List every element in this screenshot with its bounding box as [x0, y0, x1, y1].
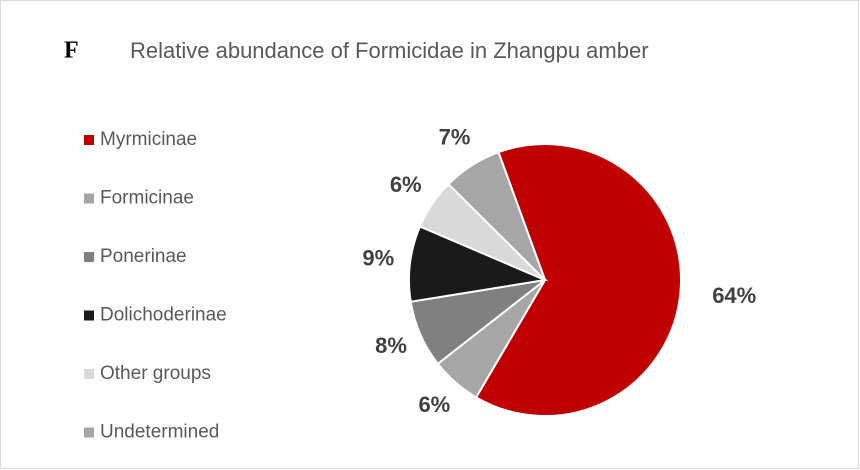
pie-slice — [474, 143, 682, 417]
data-label: 8% — [375, 333, 407, 358]
panel-label: F — [64, 38, 79, 64]
legend-swatch — [84, 252, 94, 262]
chart-title: Relative abundance of Formicidae in Zhan… — [130, 38, 649, 63]
data-label: 6% — [418, 392, 450, 417]
legend-swatch — [84, 135, 94, 145]
legend-swatch — [84, 369, 94, 379]
legend-label: Other groups — [100, 363, 211, 384]
legend-swatch — [84, 427, 94, 438]
legend-label: Undetermined — [100, 422, 219, 443]
legend-swatch — [84, 193, 94, 204]
pie-slice — [447, 150, 546, 281]
data-label: 6% — [390, 172, 422, 197]
data-label: 7% — [439, 124, 471, 149]
data-label: 9% — [362, 245, 394, 270]
legend-label: Formicinae — [100, 188, 194, 209]
legend-label: Ponerinae — [100, 246, 187, 267]
legend-label: Myrmicinae — [100, 129, 197, 150]
legend-label: Dolichoderinae — [100, 305, 227, 326]
data-label: 64% — [712, 283, 756, 308]
legend-swatch — [84, 310, 94, 321]
